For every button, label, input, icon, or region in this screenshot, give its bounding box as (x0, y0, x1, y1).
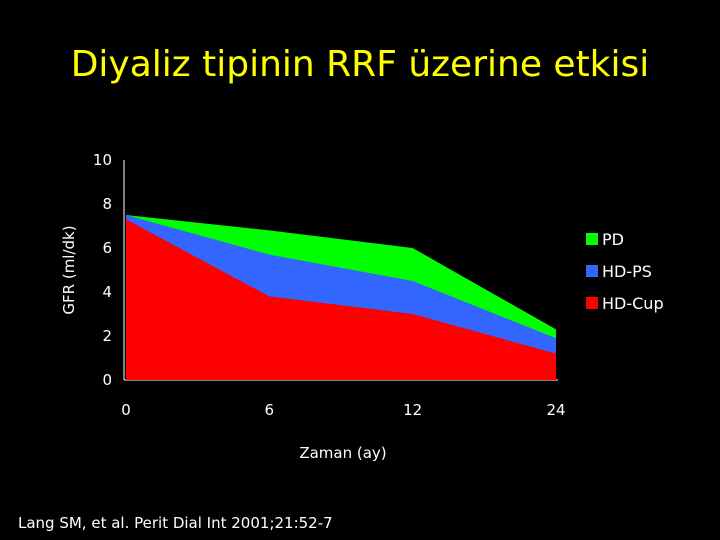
legend-swatch (586, 233, 598, 245)
area-series-group (126, 215, 556, 380)
x-tick-label: 6 (265, 401, 275, 419)
y-axis-label: GFR (ml/dk) (60, 225, 78, 314)
legend-label: PD (602, 230, 624, 249)
legend-label: HD-Cup (602, 294, 664, 313)
citation-text: Lang SM, et al. Perit Dial Int 2001;21:5… (18, 514, 333, 532)
area-hd-cup (126, 219, 556, 380)
legend-swatch (586, 297, 598, 309)
legend-swatch (586, 265, 598, 277)
y-tick-labels: 0 2 4 6 8 10 (93, 151, 112, 389)
y-tick-label: 0 (102, 371, 112, 389)
y-tick-label: 6 (102, 239, 112, 257)
y-tick-label: 4 (102, 283, 112, 301)
y-tick-label: 10 (93, 151, 112, 169)
chart-legend: PD HD-PS HD-Cup (586, 230, 664, 313)
x-tick-label: 0 (121, 401, 131, 419)
y-tick-label: 8 (102, 195, 112, 213)
y-tick-label: 2 (102, 327, 112, 345)
slide-title: Diyaliz tipinin RRF üzerine etkisi (70, 44, 650, 85)
x-tick-labels: 0 6 12 24 (121, 401, 565, 419)
x-axis-label: Zaman (ay) (299, 444, 386, 462)
x-tick-label: 12 (403, 401, 422, 419)
legend-label: HD-PS (602, 262, 652, 281)
x-tick-label: 24 (546, 401, 565, 419)
